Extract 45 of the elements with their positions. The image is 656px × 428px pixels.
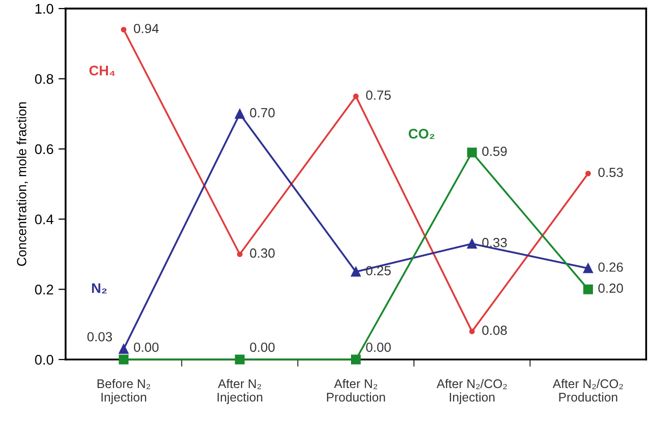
data-label: 0.00 (134, 342, 159, 352)
data-label: 0.70 (250, 108, 275, 118)
data-label: 0.59 (482, 146, 507, 156)
x-tick-label: After N₂ Injection (218, 378, 262, 404)
y-tick-label: 0.2 (35, 284, 54, 294)
data-label: 0.08 (482, 326, 507, 335)
series-label: CH₄ (89, 66, 115, 76)
data-label: 0.75 (366, 90, 391, 100)
data-label: 0.25 (366, 266, 391, 276)
data-label: 0.00 (366, 342, 391, 352)
y-tick-label: 0.6 (35, 144, 54, 154)
y-tick-label: 0.0 (35, 354, 54, 365)
data-label: 0.53 (598, 168, 623, 178)
point (467, 238, 477, 249)
data-label: 0.00 (250, 342, 275, 352)
point (351, 354, 361, 364)
point (118, 354, 129, 364)
x-tick-label: After N₂/CO₂ Injection (436, 378, 507, 404)
data-label: 0.33 (482, 238, 507, 248)
point (234, 354, 245, 364)
y-tick-label: 1.0 (36, 4, 54, 14)
data-label: 0.26 (598, 262, 623, 272)
point (118, 344, 129, 354)
point (351, 266, 361, 277)
point (583, 284, 593, 294)
data-label: 0.30 (250, 248, 275, 258)
point (236, 251, 243, 258)
point (353, 94, 359, 100)
y-tick-label: 0.4 (35, 214, 54, 224)
x-tick-label: Before N₂ Injection (98, 378, 150, 404)
point (585, 170, 591, 176)
y-tick-label: 0.8 (35, 74, 54, 84)
text: N₂ (92, 283, 107, 294)
point (234, 108, 245, 119)
x-tick-label: After N₂/CO₂ Production (552, 378, 623, 402)
data-label: 0.94 (134, 24, 159, 34)
y-axis-title: Concentration, mole fraction (16, 102, 28, 266)
point (467, 148, 477, 158)
point (583, 263, 593, 274)
point (469, 328, 475, 334)
data-label: 0.20 (598, 284, 623, 293)
point (120, 26, 126, 32)
x-tick-label: After N₂ Production (327, 378, 385, 402)
text: CO₂ (408, 128, 434, 139)
data-label: 0.03 (87, 332, 112, 342)
